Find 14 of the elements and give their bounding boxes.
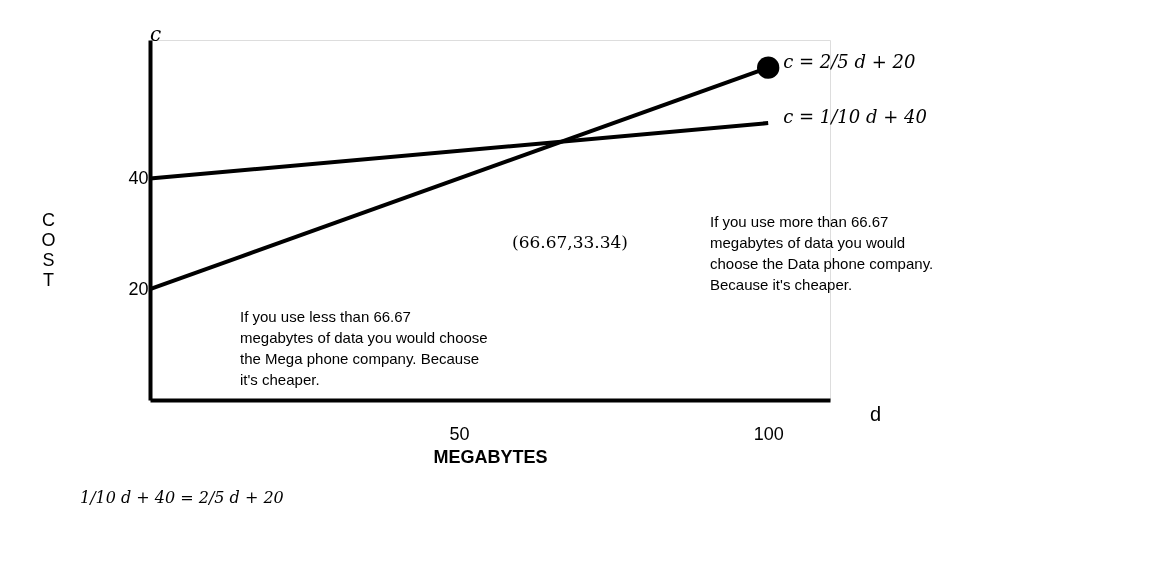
series-label: c = 2/5 d + 20 <box>783 50 916 72</box>
x-axis-title: MEGABYTES <box>433 446 548 467</box>
text: 1/10 d + 40 = 2/5 d + 20 <box>80 488 284 507</box>
y-tick-label: 20 <box>128 278 149 299</box>
annotation: If you use less than 66.67 megabytes of data you would choose the Mega phone company. Because it's cheaper. <box>240 308 488 388</box>
y-axis-title: COST <box>41 209 56 290</box>
annotation: c <box>150 22 162 46</box>
x-tick-label: 50 <box>449 423 470 444</box>
annotation: (66.67,33.34) <box>511 232 629 252</box>
series-label: c = 1/10 d + 40 <box>783 106 927 128</box>
x-tick-label: 100 <box>753 423 784 444</box>
text: d <box>870 403 882 425</box>
annotation: If you use more than 66.67 megabytes of data you would choose the Data phone company. Because it's cheaper. <box>710 213 934 293</box>
y-tick-label: 40 <box>128 167 149 188</box>
